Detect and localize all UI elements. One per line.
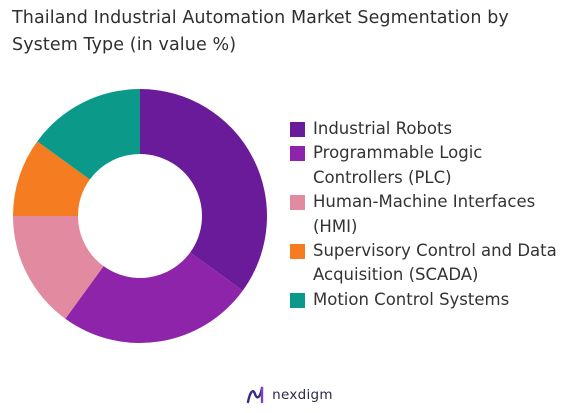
donut-slice-4 <box>13 141 90 216</box>
donut-slice-1 <box>140 89 267 291</box>
legend-swatch <box>290 122 305 137</box>
legend-item-1: Industrial Robots <box>290 117 575 141</box>
chart-title: Thailand Industrial Automation Market Se… <box>12 8 509 55</box>
brand-footer: nexdigm <box>0 384 578 406</box>
legend-item-2: Programmable Logic Controllers (PLC) <box>290 141 575 190</box>
legend-item-5: Motion Control Systems <box>290 288 575 312</box>
legend-label: Supervisory Control and Data Acquisition… <box>313 241 557 285</box>
legend-swatch <box>290 195 305 211</box>
legend-swatch <box>290 146 305 162</box>
legend-label: Motion Control Systems <box>313 289 510 309</box>
brand-name: nexdigm <box>272 387 333 403</box>
legend-item-4: Supervisory Control and Data Acquisition… <box>290 239 575 288</box>
legend-swatch <box>290 292 305 308</box>
donut-slice-2 <box>65 252 243 343</box>
legend-swatch <box>290 244 305 260</box>
legend-item-3: Human-Machine Interfaces (HMI) <box>290 190 575 239</box>
chart-legend: Industrial Robots Programmable Logic Cont… <box>290 117 575 312</box>
donut-slice-5 <box>37 89 141 180</box>
legend-label: Human-Machine Interfaces (HMI) <box>313 192 536 236</box>
donut-slice-3 <box>12 216 104 319</box>
nexdigm-logo-icon <box>246 386 264 404</box>
legend-label: Industrial Robots <box>313 119 453 138</box>
legend-label: Programmable Logic Controllers (PLC) <box>313 143 483 187</box>
